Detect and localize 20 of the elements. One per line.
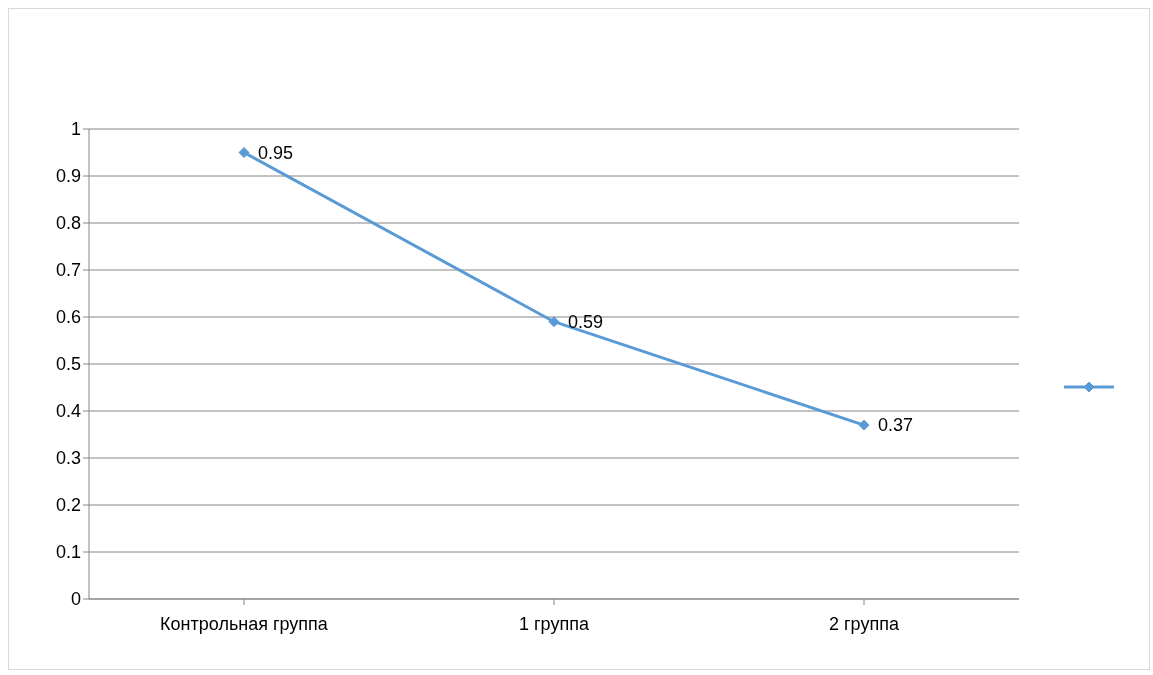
- y-tick-label: 0.4: [55, 401, 81, 422]
- y-tick-label: 0.6: [55, 307, 81, 328]
- x-tick-label: 2 группа: [829, 613, 900, 634]
- data-label: 0.37: [878, 415, 914, 436]
- y-tick-label: 0.5: [55, 354, 81, 375]
- y-tick-label: 0.3: [55, 448, 81, 469]
- x-tick-label: 1 группа: [519, 613, 590, 634]
- point: [858, 419, 870, 431]
- y-tick-label: 0.1: [55, 542, 81, 563]
- point: [238, 147, 250, 158]
- y-tick-label: 0: [70, 589, 81, 610]
- point: [548, 316, 560, 328]
- y-tick-label: 0.2: [55, 495, 81, 516]
- y-tick-label: 0.9: [55, 166, 81, 187]
- data-label: 0.59: [568, 312, 604, 333]
- y-tick-label: 0.7: [55, 260, 81, 281]
- data-label: 0.95: [258, 142, 294, 163]
- x-tick-label: Контрольная группа: [160, 613, 329, 634]
- y-tick-label: 0.8: [55, 213, 81, 234]
- y-tick-label: 1: [70, 119, 81, 140]
